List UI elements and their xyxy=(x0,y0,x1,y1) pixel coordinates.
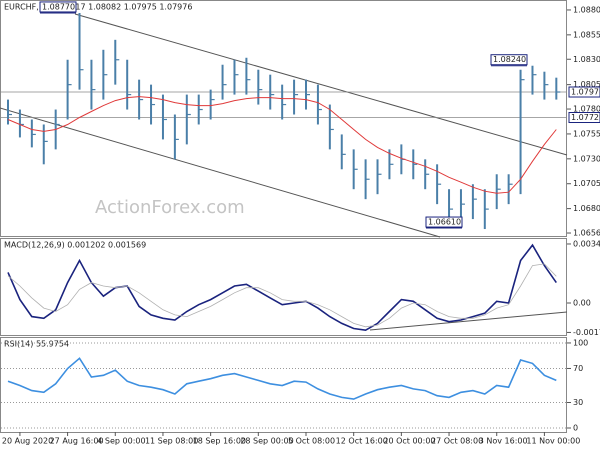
x-tick-label: 28 Sep 00:00 xyxy=(240,437,293,446)
y-tick-label: 100 xyxy=(573,338,588,347)
x-tick-label: 27 Oct 08:00 xyxy=(431,437,483,446)
y-tick-label: 1.07805 xyxy=(573,105,600,114)
x-tick-label: 3 Nov 16:00 xyxy=(479,437,528,446)
x-tick-label: 20 Oct 00:00 xyxy=(383,437,435,446)
level-label: 1.07976 xyxy=(571,88,600,97)
macd-panel xyxy=(0,238,567,336)
level-label: 1.07720 xyxy=(571,113,600,122)
y-tick-label: 1.06560 xyxy=(573,229,600,238)
y-tick-label: -0.001729 xyxy=(573,328,600,337)
x-tick-label: 11 Sep 08:00 xyxy=(145,437,198,446)
x-tick-label: 12 Oct 16:00 xyxy=(336,437,388,446)
y-tick-label: 1.08305 xyxy=(573,55,600,64)
annotation-box xyxy=(425,216,463,228)
y-tick-label: 0.00 xyxy=(573,299,591,308)
y-tick-label: 30 xyxy=(573,398,583,407)
annotation-label: 1.08770 xyxy=(42,2,75,11)
y-tick-label: 70 xyxy=(573,364,583,373)
moving-average xyxy=(7,96,557,194)
level-box xyxy=(568,112,600,124)
x-tick-label: 5 Oct 08:00 xyxy=(288,437,335,446)
y-tick-label: 0.003469 xyxy=(573,239,600,248)
y-tick-label: 1.07305 xyxy=(573,154,600,163)
y-tick-label: 1.08550 xyxy=(573,30,600,39)
x-tick-label: 18 Sep 16:00 xyxy=(193,437,246,446)
channel-lower xyxy=(0,107,441,238)
y-tick-label: 1.08800 xyxy=(573,5,600,14)
x-tick-label: 27 Aug 16:00 xyxy=(50,437,104,446)
channel-upper xyxy=(74,13,568,156)
level-box xyxy=(568,86,600,98)
indicator-line xyxy=(7,263,557,328)
annotation-label: 1.08240 xyxy=(493,55,526,64)
macd-title: MACD(12,26,9) 0.001202 0.001569 xyxy=(4,241,146,250)
x-tick-label: 11 Nov 00:00 xyxy=(526,437,580,446)
y-tick-label: 0 xyxy=(573,424,578,433)
macd-trendline xyxy=(369,311,568,331)
x-tick-label: 20 Aug 2020 xyxy=(2,437,53,446)
indicator-line xyxy=(7,243,557,332)
price-title: EURCHF,H4 1.08017 1.08082 1.07975 1.0797… xyxy=(4,3,192,12)
y-tick-label: 1.07555 xyxy=(573,129,600,138)
y-tick-label: 1.06805 xyxy=(573,204,600,213)
watermark: ActionForex.com xyxy=(95,197,245,218)
x-tick-label: 4 Sep 00:00 xyxy=(97,437,145,446)
annotation-label: 1.06610 xyxy=(428,218,461,227)
annotation-box xyxy=(490,54,528,66)
price-panel xyxy=(0,0,567,237)
annotation-box xyxy=(39,1,77,13)
rsi-title: RSI(14) 55.9754 xyxy=(4,340,69,349)
y-tick-label: 1.07055 xyxy=(573,179,600,188)
y-tick-label: 1.08050 xyxy=(573,80,600,89)
indicator-line xyxy=(7,357,557,400)
